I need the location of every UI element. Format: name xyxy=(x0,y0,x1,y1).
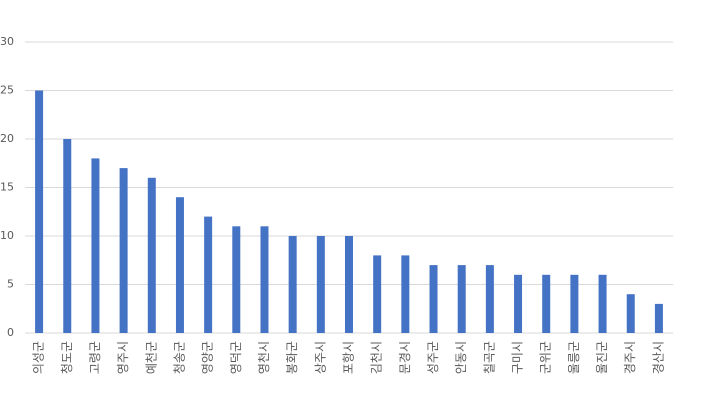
bar xyxy=(514,274,523,333)
bar xyxy=(91,158,100,333)
bar xyxy=(598,274,607,333)
x-tick-label: 영덕군 xyxy=(229,341,243,374)
bar xyxy=(457,265,466,333)
bar xyxy=(345,236,353,333)
bar xyxy=(626,294,635,333)
bar xyxy=(542,274,551,333)
x-tick-label: 안동시 xyxy=(454,341,468,374)
x-tick-label: 군위군 xyxy=(539,341,553,374)
bar xyxy=(35,90,44,333)
bar xyxy=(373,255,382,333)
bar xyxy=(232,226,241,333)
y-tick-label: 25 xyxy=(0,84,14,97)
bar xyxy=(260,226,269,333)
bar xyxy=(316,236,325,333)
y-tick-label: 0 xyxy=(7,326,14,339)
x-tick-label: 경주시 xyxy=(623,341,637,374)
x-tick-label: 울진군 xyxy=(595,341,609,374)
y-tick-label: 30 xyxy=(0,35,14,48)
x-tick-label: 영양군 xyxy=(201,341,215,374)
bar xyxy=(204,216,213,333)
x-tick-label: 고령군 xyxy=(88,341,102,374)
bar xyxy=(119,168,128,333)
bar xyxy=(401,255,410,333)
y-tick-label: 20 xyxy=(0,132,14,145)
x-tick-label: 성주군 xyxy=(426,341,440,374)
bar xyxy=(147,177,156,333)
x-tick-label: 청송군 xyxy=(172,341,186,374)
x-tick-label: 영천시 xyxy=(256,341,271,374)
x-tick-label: 문경시 xyxy=(398,341,412,374)
x-tick-label: 상주시 xyxy=(313,341,327,374)
y-tick-label: 5 xyxy=(7,278,14,291)
bar xyxy=(63,139,72,333)
x-tick-label: 포항시 xyxy=(342,341,356,374)
bar xyxy=(654,303,663,333)
x-tick-label: 청도군 xyxy=(60,341,74,374)
x-tick-label: 의성군 xyxy=(32,341,46,374)
x-tick-label: 구미시 xyxy=(511,341,525,374)
bar xyxy=(485,265,494,333)
x-tick-label: 칠곡군 xyxy=(482,341,496,374)
x-tick-label: 영주시 xyxy=(116,341,130,374)
x-tick-label: 울릉군 xyxy=(567,341,581,374)
bar xyxy=(429,265,438,333)
y-tick-label: 15 xyxy=(0,181,14,194)
bar xyxy=(570,274,579,333)
bar xyxy=(175,197,184,333)
y-tick-label: 10 xyxy=(0,229,14,242)
x-tick-label: 예천군 xyxy=(143,341,158,374)
x-tick-label: 김천시 xyxy=(369,341,384,374)
x-tick-label: 봉화군 xyxy=(285,341,299,374)
bar xyxy=(288,236,297,333)
x-tick-label: 경산시 xyxy=(651,341,665,374)
